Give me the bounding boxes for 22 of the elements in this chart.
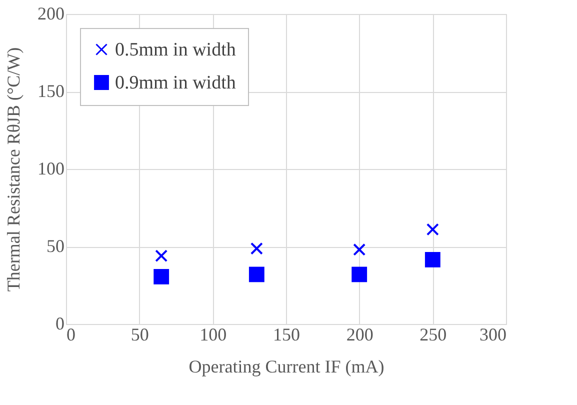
y-tick-label: 50 bbox=[46, 236, 64, 256]
x-tick-label: 50 bbox=[130, 324, 149, 344]
x-axis-title: Operating Current IF (mA) bbox=[188, 356, 384, 376]
point bbox=[154, 269, 170, 284]
y-tick-label: 150 bbox=[38, 81, 64, 101]
legend-label: 0.9mm in width bbox=[115, 72, 236, 94]
point bbox=[353, 243, 366, 256]
point bbox=[352, 266, 368, 282]
point bbox=[155, 250, 168, 262]
x-tick-label: 300 bbox=[480, 324, 506, 344]
x-tick-label: 100 bbox=[200, 324, 227, 344]
y-tick-label: 100 bbox=[38, 158, 64, 178]
x-tick-label: 150 bbox=[273, 324, 300, 344]
point bbox=[250, 242, 263, 255]
y-tick-label: 200 bbox=[38, 4, 64, 24]
point bbox=[426, 223, 439, 236]
x-tick-label: 250 bbox=[420, 324, 447, 344]
legend-label: 0.5mm in width bbox=[115, 40, 236, 60]
y-axis-title: Thermal Resistance RθJB (°C/W) bbox=[4, 47, 24, 292]
point bbox=[248, 266, 264, 282]
x-tick-label: 200 bbox=[346, 324, 374, 344]
point bbox=[424, 252, 440, 268]
